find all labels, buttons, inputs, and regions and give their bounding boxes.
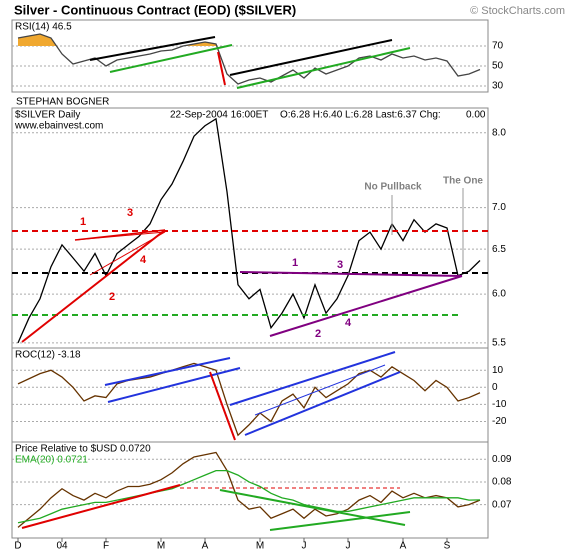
y-tick-label: 0.08: [492, 477, 512, 488]
series-line: [17, 451, 481, 528]
legend-label: EMA(20) 0.0721: [15, 455, 88, 466]
trend-lines: [12, 36, 488, 531]
y-tick-label: 50: [492, 61, 504, 72]
trend-line: [254, 364, 386, 416]
annotation: 3: [337, 259, 343, 271]
x-tick-label: M: [157, 541, 165, 551]
y-tick-label: -10: [492, 399, 507, 410]
y-tick-label: 0.09: [492, 454, 512, 465]
y-tick-label: 10: [492, 365, 504, 376]
trend-line: [217, 51, 226, 86]
y-tick-label: -20: [492, 416, 507, 427]
y-tick-label: 0: [492, 382, 498, 393]
trend-line: [21, 229, 166, 343]
trend-line: [74, 231, 166, 241]
relative-frame: [11, 441, 489, 539]
quote-date: 22-Sep-2004 16:00ET: [170, 110, 268, 121]
watermark: © StockCharts.com: [470, 5, 565, 17]
x-tick-label: M: [256, 541, 264, 551]
y-tick-label: 8.0: [492, 127, 506, 138]
x-tick-label: A: [202, 541, 209, 551]
annotation: 2: [315, 328, 321, 340]
y-tick-label: 5.5: [492, 338, 506, 349]
price-frame: [11, 107, 489, 349]
trend-line: [239, 271, 463, 277]
y-tick-label: 70: [492, 41, 504, 52]
series-line: [17, 469, 481, 524]
x-tick-label: 04: [56, 541, 68, 551]
trend-line: [89, 231, 166, 276]
trend-line: [209, 371, 236, 441]
price-line: [17, 362, 481, 437]
trend-line: [229, 351, 396, 406]
panel-title: ROC(12) -3.18: [15, 350, 81, 361]
annotation: 2: [109, 291, 115, 303]
legend-label: Price Relative to $USD 0.0720: [15, 444, 151, 455]
annotation: 4: [140, 254, 147, 266]
price-line: [17, 117, 481, 344]
trend-line: [219, 489, 406, 526]
trend-line: [229, 39, 393, 76]
y-tick-label: 6.0: [492, 289, 506, 300]
trend-line: [109, 44, 233, 73]
quote-change: 0.00: [466, 110, 486, 121]
y-tick-label: 30: [492, 81, 504, 92]
price-line: [17, 33, 481, 85]
annotation: 1: [292, 257, 298, 269]
trend-line: [269, 275, 463, 337]
annotation: The One: [443, 176, 483, 187]
trend-line: [236, 47, 411, 89]
trend-line: [104, 357, 231, 386]
trend-line: [107, 367, 241, 403]
panel-title: RSI(14) 46.5: [15, 22, 72, 33]
annotation: 1: [80, 216, 86, 228]
y-tick-label: 6.5: [492, 244, 506, 255]
annotation: No Pullback: [364, 182, 422, 193]
x-tick-label: F: [103, 541, 109, 551]
annotation: 3: [127, 207, 133, 219]
panel-subtitle: www.ebainvest.com: [14, 121, 103, 132]
x-tick-label: S: [444, 541, 451, 551]
chart-title: Silver - Continuous Contract (EOD) ($SIL…: [14, 2, 296, 17]
trend-line: [244, 371, 401, 436]
x-tick-label: J: [302, 541, 307, 551]
x-tick-label: D: [14, 541, 21, 551]
x-tick-label: J: [346, 541, 351, 551]
trend-line: [21, 484, 181, 529]
author: STEPHAN BOGNER: [16, 97, 109, 108]
annotation: 4: [345, 317, 352, 329]
roc-frame: [11, 347, 489, 443]
quote: O:6.28 H:6.40 L:6.28 Last:6.37 Chg:: [280, 110, 441, 121]
y-tick-label: 7.0: [492, 202, 506, 213]
panel-title: $SILVER Daily: [15, 110, 80, 121]
trend-line: [89, 36, 216, 61]
x-tick-label: A: [400, 541, 407, 551]
y-tick-label: 0.07: [492, 499, 512, 510]
trend-line: [269, 511, 411, 531]
rsi-frame: [11, 19, 489, 93]
